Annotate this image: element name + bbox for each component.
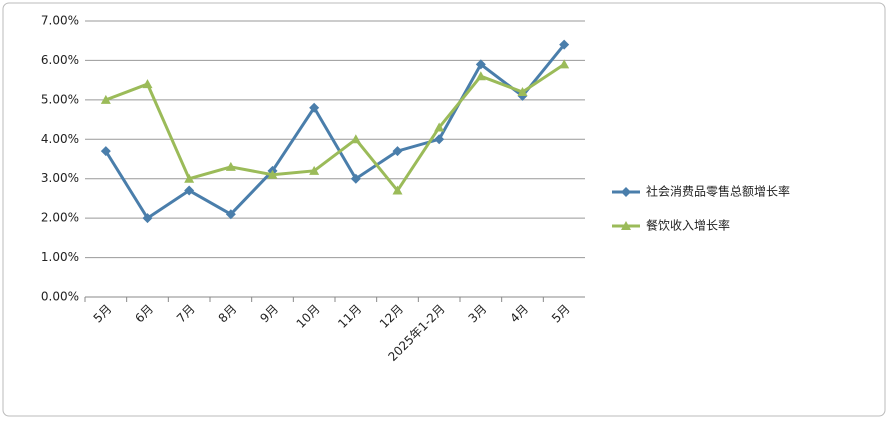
marker bbox=[225, 161, 236, 171]
marker bbox=[475, 71, 486, 81]
marker bbox=[392, 185, 403, 195]
marker bbox=[517, 86, 528, 96]
marker bbox=[309, 102, 320, 113]
marker bbox=[225, 209, 236, 220]
y-tick-label: 2.00% bbox=[41, 211, 79, 225]
marker bbox=[434, 134, 445, 145]
y-tick-label: 6.00% bbox=[41, 53, 79, 67]
marker bbox=[309, 165, 320, 175]
marker bbox=[142, 213, 153, 224]
legend-label: 社会消费品零售总额增长率 bbox=[646, 184, 790, 199]
y-tick-label: 0.00% bbox=[41, 290, 79, 304]
marker bbox=[350, 134, 361, 144]
marker bbox=[559, 59, 570, 69]
marker bbox=[142, 79, 153, 89]
marker bbox=[392, 146, 403, 157]
y-tick-label: 3.00% bbox=[41, 171, 79, 185]
y-tick-label: 5.00% bbox=[41, 92, 79, 106]
marker bbox=[559, 39, 570, 50]
marker bbox=[434, 122, 445, 132]
marker bbox=[184, 173, 195, 183]
series-line bbox=[105, 63, 565, 194]
y-tick-label: 1.00% bbox=[41, 250, 79, 264]
legend-label: 餐饮收入增长率 bbox=[646, 218, 730, 233]
marker bbox=[621, 187, 631, 197]
marker bbox=[100, 94, 111, 104]
series-line bbox=[104, 43, 566, 221]
chart-border bbox=[2, 2, 886, 417]
marker bbox=[475, 59, 486, 70]
marker bbox=[350, 173, 361, 184]
marker bbox=[184, 185, 195, 196]
y-tick-label: 4.00% bbox=[41, 132, 79, 146]
marker bbox=[621, 221, 631, 230]
marker bbox=[100, 146, 111, 157]
marker bbox=[267, 169, 278, 179]
y-tick-label: 7.00% bbox=[41, 14, 79, 28]
